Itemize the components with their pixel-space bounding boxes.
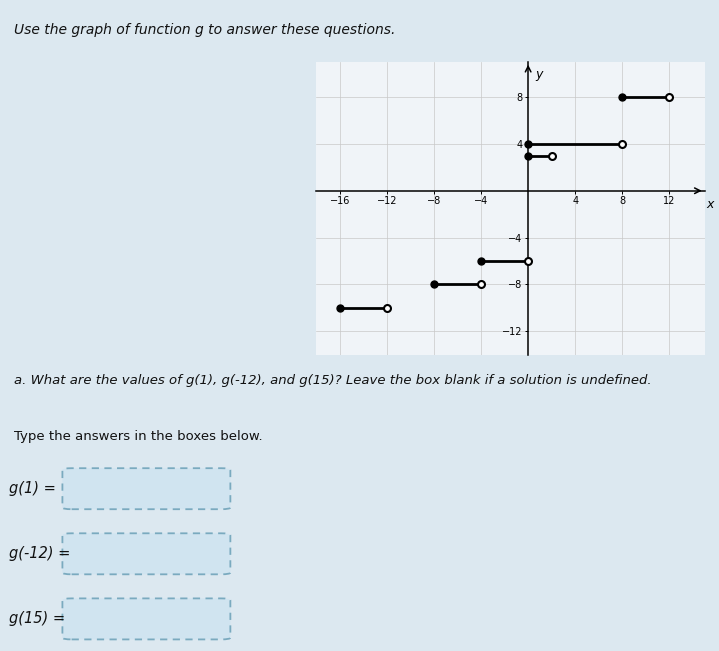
FancyBboxPatch shape (63, 598, 230, 639)
Text: Type the answers in the boxes below.: Type the answers in the boxes below. (14, 430, 262, 443)
Text: a. What are the values of g(1), g(-12), and g(15)? Leave the box blank if a solu: a. What are the values of g(1), g(-12), … (14, 374, 652, 387)
Text: g(1) =: g(1) = (9, 480, 56, 496)
Text: g(-12) =: g(-12) = (9, 546, 71, 561)
Text: x: x (707, 198, 714, 211)
FancyBboxPatch shape (63, 468, 230, 509)
FancyBboxPatch shape (63, 533, 230, 574)
Text: y: y (535, 68, 543, 81)
Text: Use the graph of function g to answer these questions.: Use the graph of function g to answer th… (14, 23, 395, 37)
Text: g(15) =: g(15) = (9, 611, 65, 626)
